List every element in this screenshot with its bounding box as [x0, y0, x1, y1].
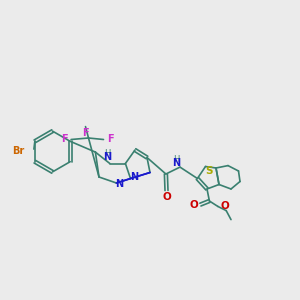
Text: O: O — [162, 192, 171, 202]
Text: F: F — [82, 128, 89, 138]
Text: Br: Br — [13, 146, 25, 156]
Text: H: H — [104, 149, 111, 158]
Text: N: N — [103, 152, 112, 162]
Text: S: S — [206, 166, 213, 176]
Text: O: O — [189, 200, 198, 210]
Text: N: N — [172, 158, 181, 168]
Text: N: N — [115, 178, 124, 189]
Text: F: F — [107, 134, 113, 145]
Text: H: H — [173, 155, 180, 164]
Text: N: N — [130, 172, 138, 182]
Text: F: F — [61, 134, 68, 145]
Text: O: O — [220, 201, 229, 212]
